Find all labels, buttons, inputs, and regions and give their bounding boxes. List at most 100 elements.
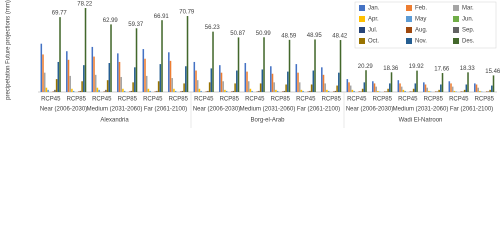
bar <box>96 87 99 92</box>
bar <box>475 84 478 92</box>
bar <box>59 17 61 92</box>
bar <box>451 86 454 92</box>
period-label: Medium (2031-2060) <box>393 107 449 113</box>
bar <box>428 90 430 92</box>
bar <box>67 59 70 92</box>
legend-swatch <box>359 27 365 33</box>
bar <box>208 82 211 92</box>
legend-label: Jan. <box>368 6 380 12</box>
data-label: 69.77 <box>52 11 68 17</box>
bar <box>334 90 337 92</box>
x-tick-label: RCP45 <box>41 97 61 103</box>
bar <box>288 39 291 92</box>
bar <box>69 75 71 92</box>
bar <box>372 81 374 92</box>
bar <box>195 70 197 92</box>
bar <box>200 90 202 92</box>
period-label: Far (2061-2100) <box>144 107 187 113</box>
bar <box>383 91 386 92</box>
bar <box>106 80 109 92</box>
bar <box>219 65 221 92</box>
bar <box>161 20 163 93</box>
bar <box>110 24 112 92</box>
legend-swatch <box>359 38 365 44</box>
x-tick-label: RCP45 <box>449 97 469 103</box>
bar <box>270 66 272 92</box>
bar <box>196 80 199 92</box>
bar <box>142 49 145 92</box>
x-tick-label: RCP45 <box>347 97 367 103</box>
bar <box>414 83 417 92</box>
legend-label: May <box>415 17 426 23</box>
bar <box>271 73 274 92</box>
bar <box>79 90 82 92</box>
bar <box>453 90 456 92</box>
legend-swatch <box>406 5 412 11</box>
bar <box>236 70 238 92</box>
bar <box>426 87 428 92</box>
bar <box>128 91 131 92</box>
region-label: Alexandria <box>100 118 129 124</box>
x-tick-label: RCP85 <box>169 97 189 103</box>
bar <box>149 90 151 92</box>
legend-swatch <box>453 5 459 11</box>
bar <box>373 83 376 92</box>
bar <box>261 69 264 92</box>
bar <box>108 63 111 92</box>
legend-label: Aug. <box>415 28 428 34</box>
legend-label: Feb. <box>415 6 427 12</box>
bar <box>489 89 491 92</box>
bar <box>283 90 286 92</box>
bar <box>480 91 483 92</box>
x-tick-label: RCP45 <box>245 97 265 103</box>
bar <box>312 70 315 92</box>
legend-label: Jul. <box>368 28 378 34</box>
bar <box>181 90 184 92</box>
bar <box>378 91 381 92</box>
data-label: 70.79 <box>179 10 195 16</box>
bar <box>117 53 119 92</box>
chart: precipetation Future projections (mm) 69… <box>6 0 500 128</box>
bar <box>387 88 389 92</box>
data-label: 59.37 <box>128 22 144 28</box>
x-tick-label: RCP45 <box>194 97 214 103</box>
bar <box>179 91 182 92</box>
legend-swatch <box>359 5 365 11</box>
bar <box>230 91 233 92</box>
legend-swatch <box>406 27 412 33</box>
bar <box>375 86 377 92</box>
bar <box>256 91 258 92</box>
bar <box>281 91 284 92</box>
bar <box>275 89 277 92</box>
bar <box>168 52 170 92</box>
bar <box>171 78 173 92</box>
period-label: Medium (2031-2060) <box>240 107 296 113</box>
bar <box>309 90 311 92</box>
period-label: Near (2006-2030) <box>193 107 240 113</box>
bar <box>385 91 388 92</box>
bar <box>145 75 148 92</box>
legend-swatch <box>406 16 412 22</box>
bar <box>338 72 340 92</box>
legend-swatch <box>453 27 459 33</box>
bar <box>411 91 413 92</box>
bar <box>186 16 189 93</box>
bar <box>232 90 235 92</box>
bar <box>198 88 201 92</box>
x-tick-label: RCP85 <box>424 97 444 103</box>
bar <box>94 74 97 92</box>
bar <box>91 46 94 92</box>
bar <box>258 90 260 92</box>
bar <box>436 91 439 92</box>
data-label: 18.36 <box>383 66 399 72</box>
bar <box>205 91 207 92</box>
bar <box>147 88 150 92</box>
legend-label: Oct. <box>368 39 379 45</box>
legend-label: Apr. <box>368 17 379 23</box>
bar <box>210 68 213 92</box>
region-label: Wadi El-Natroon <box>399 118 443 124</box>
bar <box>55 79 58 92</box>
bar <box>81 81 83 92</box>
data-label: 15.46 <box>485 69 500 75</box>
bar <box>485 91 488 92</box>
